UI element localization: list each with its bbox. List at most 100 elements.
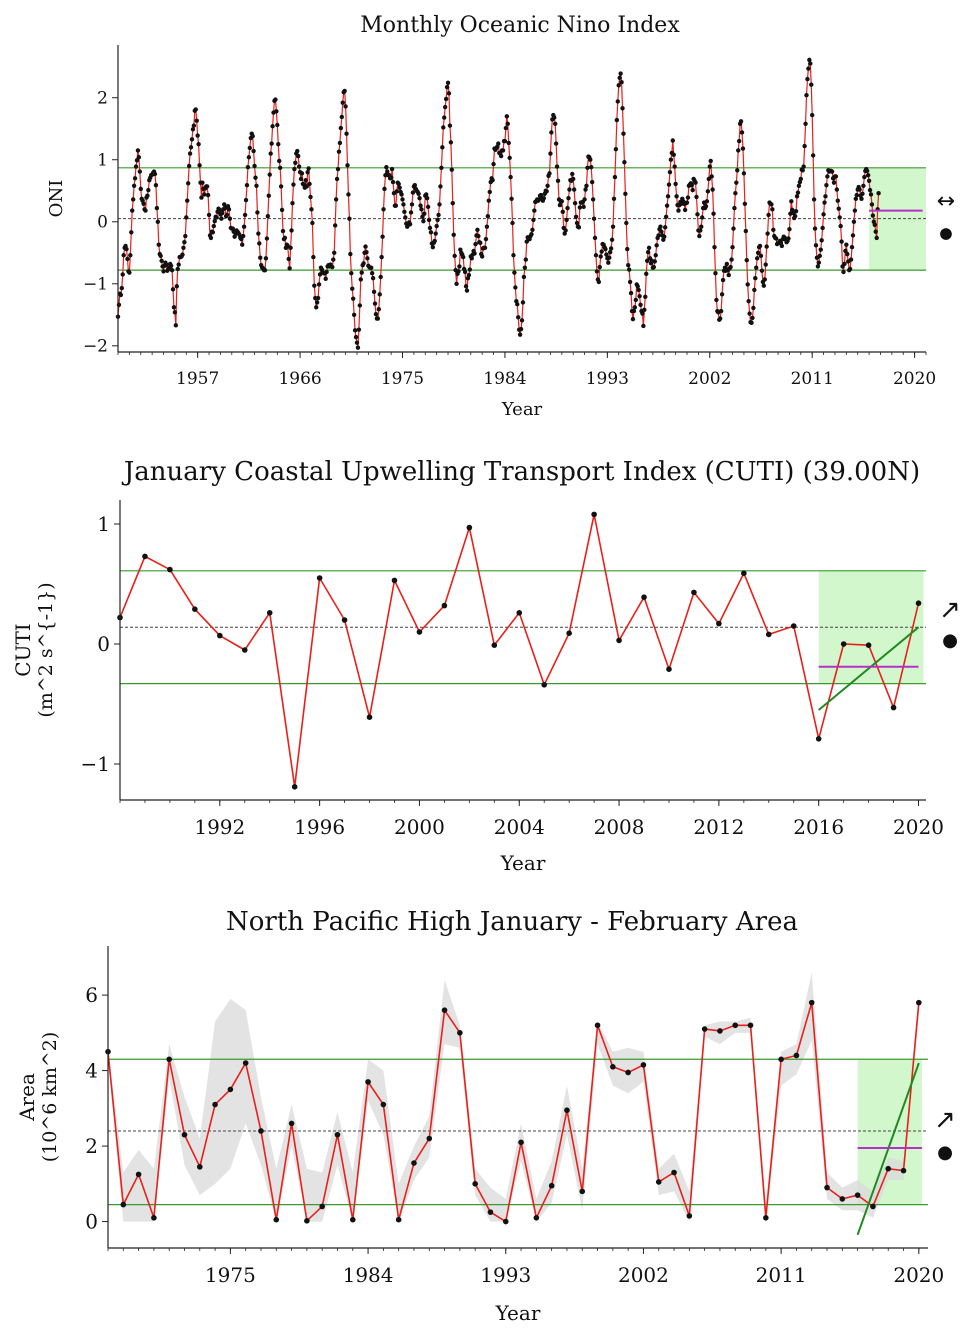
data-point: [393, 203, 399, 208]
data-point: [746, 298, 751, 304]
data-point: [466, 272, 472, 278]
data-point: [275, 122, 280, 128]
data-point: [287, 266, 292, 271]
data-point: [426, 1135, 433, 1142]
data-point: [752, 287, 757, 293]
data-point: [544, 189, 549, 194]
data-point: [615, 99, 620, 104]
x-tick-label: 1996: [294, 815, 345, 839]
data-point: [482, 245, 488, 251]
data-point: [279, 207, 285, 213]
data-point: [255, 210, 260, 215]
data-point: [810, 153, 816, 158]
data-point: [175, 266, 180, 272]
data-point: [667, 169, 673, 175]
data-point: [612, 174, 618, 180]
data-point: [372, 301, 378, 306]
data-point: [152, 171, 158, 177]
data-point: [174, 284, 179, 289]
data-point: [739, 130, 745, 135]
data-point: [611, 196, 617, 202]
data-point: [729, 257, 734, 262]
data-point: [399, 192, 404, 197]
data-point: [475, 227, 480, 233]
data-point: [376, 307, 381, 312]
data-point: [478, 240, 483, 246]
data-point: [167, 566, 173, 573]
data-point: [265, 213, 271, 219]
data-point: [583, 187, 588, 192]
data-point: [808, 61, 813, 66]
data-point: [710, 187, 715, 192]
chart-title: January Coastal Upwelling Transport Inde…: [121, 457, 920, 487]
data-point: [736, 148, 741, 153]
x-tick-label: 2012: [693, 815, 744, 839]
x-tick-label: 2002: [618, 1263, 669, 1287]
data-point: [204, 184, 210, 189]
data-point: [352, 328, 358, 333]
data-point: [342, 88, 347, 94]
data-point: [769, 202, 774, 207]
data-point: [809, 112, 815, 118]
data-point: [672, 164, 677, 169]
data-point: [591, 511, 597, 518]
data-point: [759, 268, 765, 273]
data-point: [289, 228, 294, 233]
x-tick-label: 1957: [176, 369, 219, 389]
data-point: [662, 234, 667, 239]
data-point: [314, 305, 319, 310]
data-point: [591, 216, 597, 221]
data-point: [463, 284, 469, 289]
data-point: [120, 1201, 127, 1208]
data-point: [835, 198, 841, 203]
data-point: [341, 617, 348, 623]
data-point: [744, 258, 749, 263]
data-point: [518, 1139, 524, 1146]
data-point: [276, 142, 281, 147]
data-point: [839, 239, 844, 244]
data-point: [859, 196, 864, 202]
data-point: [645, 249, 651, 255]
data-point: [278, 184, 284, 189]
data-point: [424, 195, 430, 201]
data-point: [365, 256, 370, 261]
data-point: [820, 225, 825, 231]
data-point: [734, 180, 739, 185]
x-tick-label: 2020: [893, 369, 936, 389]
data-point: [371, 289, 377, 295]
chart-title: Monthly Oceanic Nino Index: [360, 13, 680, 38]
data-point: [277, 158, 282, 164]
x-tick-label: 1992: [194, 815, 245, 839]
data-point: [246, 155, 252, 160]
data-point: [596, 279, 602, 285]
y-tick-label: 6: [85, 983, 98, 1007]
data-point: [765, 231, 770, 236]
data-point: [749, 320, 754, 326]
data-point: [390, 179, 396, 185]
data-point: [505, 121, 510, 126]
data-point: [295, 148, 300, 154]
data-point: [635, 284, 640, 289]
data-point: [262, 267, 268, 273]
data-point: [245, 164, 251, 170]
data-point: [541, 682, 548, 688]
data-point: [145, 193, 150, 198]
data-point: [584, 183, 589, 188]
data-point: [166, 1056, 172, 1063]
data-point: [809, 82, 814, 87]
data-point: [833, 174, 839, 179]
data-point: [240, 233, 246, 239]
data-point: [621, 131, 626, 136]
data-point: [742, 201, 748, 206]
data-point: [212, 1101, 218, 1108]
data-point: [567, 187, 572, 192]
data-point: [643, 294, 648, 300]
data-point: [763, 1215, 769, 1221]
data-point: [395, 1216, 402, 1223]
data-point: [825, 174, 830, 179]
data-point: [876, 191, 881, 196]
data-point: [299, 171, 305, 176]
data-point: [802, 143, 807, 149]
x-tick-label: 1975: [205, 1263, 256, 1287]
data-point: [363, 244, 368, 249]
